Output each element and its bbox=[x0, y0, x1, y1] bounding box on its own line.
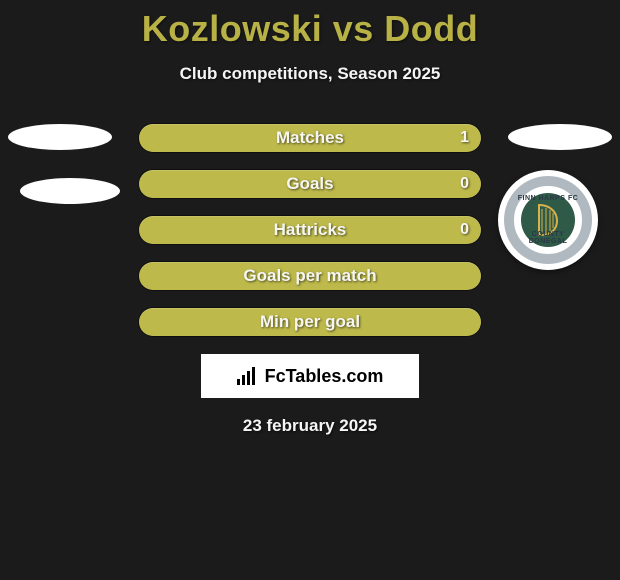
bar-label: Goals per match bbox=[139, 266, 481, 286]
site-name: FcTables.com bbox=[265, 366, 384, 387]
bars-icon bbox=[237, 367, 259, 385]
bar-row: Hattricks0 bbox=[139, 216, 481, 244]
site-logo[interactable]: FcTables.com bbox=[201, 354, 419, 398]
bar-label: Goals bbox=[139, 174, 481, 194]
comparison-bars: Matches1Goals0Hattricks0Goals per matchM… bbox=[139, 124, 481, 336]
site-logo-text: FcTables.com bbox=[237, 366, 384, 387]
bar-row: Min per goal bbox=[139, 308, 481, 336]
bar-label: Matches bbox=[139, 128, 481, 148]
player-left-oval-2 bbox=[20, 178, 120, 204]
bar-row: Goals0 bbox=[139, 170, 481, 198]
bar-value-right: 1 bbox=[460, 129, 469, 147]
bar-value-right: 0 bbox=[460, 221, 469, 239]
player-left-oval-1 bbox=[8, 124, 112, 150]
page-title: Kozlowski vs Dodd bbox=[0, 8, 620, 50]
crest-ring: FINN HARPS FC COUNTY DONEGAL bbox=[504, 176, 592, 264]
bar-row: Matches1 bbox=[139, 124, 481, 152]
player-right-oval-1 bbox=[508, 124, 612, 150]
page-subtitle: Club competitions, Season 2025 bbox=[0, 64, 620, 84]
crest-text-top: FINN HARPS FC bbox=[514, 195, 582, 202]
club-crest: FINN HARPS FC COUNTY DONEGAL bbox=[498, 170, 598, 270]
date-text: 23 february 2025 bbox=[0, 416, 620, 436]
bar-row: Goals per match bbox=[139, 262, 481, 290]
bar-label: Min per goal bbox=[139, 312, 481, 332]
bar-value-right: 0 bbox=[460, 175, 469, 193]
crest-text-bottom: COUNTY DONEGAL bbox=[514, 231, 582, 245]
bar-label: Hattricks bbox=[139, 220, 481, 240]
